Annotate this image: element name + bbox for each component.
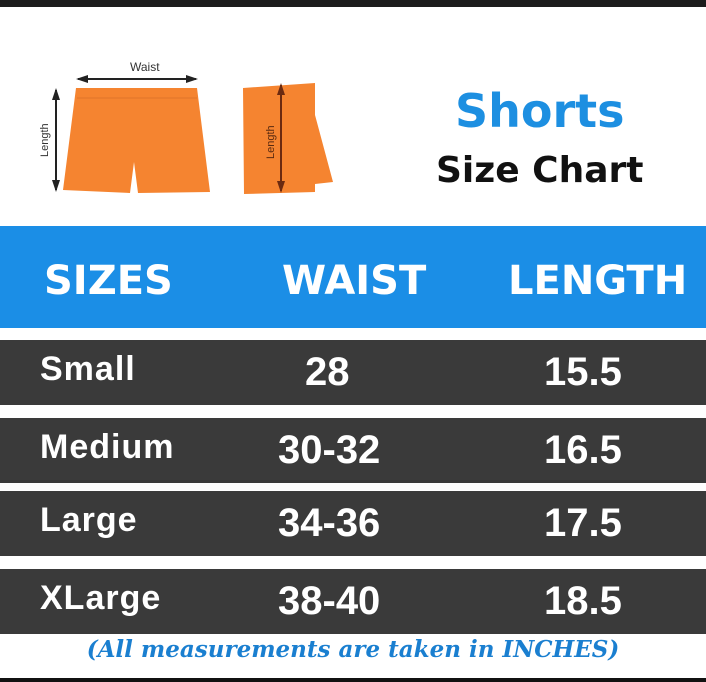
waist-cell: 38-40 — [278, 579, 381, 623]
length-label-side: Length — [265, 125, 277, 159]
table-row: XLarge 38-40 18.5 — [0, 569, 706, 634]
header-length: LENGTH — [508, 258, 688, 304]
top-border — [0, 0, 706, 7]
size-cell: Large — [40, 501, 138, 539]
shorts-diagram: Waist Length Length — [39, 60, 333, 194]
waist-cell: 28 — [305, 350, 350, 394]
length-cell: 18.5 — [544, 579, 622, 623]
table-row: Large 34-36 17.5 — [0, 491, 706, 556]
waist-label: Waist — [130, 60, 160, 74]
measurement-note: (All measurements are taken in INCHES) — [86, 636, 620, 663]
length-cell: 15.5 — [544, 350, 622, 394]
waist-cell: 30-32 — [278, 428, 381, 472]
title-size-chart: Size Chart — [436, 150, 644, 191]
header-waist: WAIST — [282, 258, 427, 304]
bottom-border — [0, 678, 706, 682]
header-sizes: SIZES — [44, 258, 173, 304]
length-cell: 17.5 — [544, 501, 622, 545]
title-shorts: Shorts — [455, 84, 625, 138]
shorts-front — [63, 88, 210, 193]
size-cell: Medium — [40, 428, 175, 466]
table-row: Medium 30-32 16.5 — [0, 418, 706, 483]
length-cell: 16.5 — [544, 428, 622, 472]
table-row: Small 28 15.5 — [0, 340, 706, 405]
shorts-side — [243, 83, 333, 194]
length-label-front: Length — [39, 123, 51, 157]
size-cell: XLarge — [40, 579, 162, 617]
waist-cell: 34-36 — [278, 501, 381, 545]
table-header: SIZES WAIST LENGTH — [0, 226, 706, 328]
size-cell: Small — [40, 350, 136, 388]
